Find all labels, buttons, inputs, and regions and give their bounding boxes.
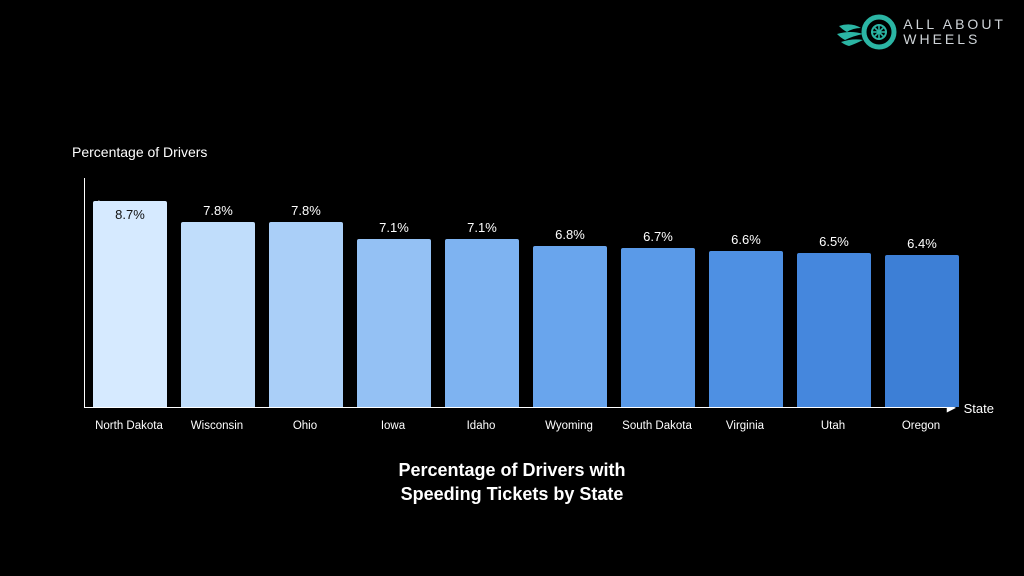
bar-chart: Percentage of Drivers ▲ ▶ 8.7%7.8%7.8%7.… bbox=[72, 148, 972, 408]
x-tick-label: Wisconsin bbox=[180, 420, 254, 432]
brand-logo: ALL ABOUT WHEELS bbox=[837, 12, 1006, 52]
bar-6: 6.7% bbox=[621, 248, 695, 407]
brand-text-line2: WHEELS bbox=[903, 32, 1006, 47]
x-tick-label: Virginia bbox=[708, 420, 782, 432]
bar-value-label: 8.7% bbox=[115, 207, 145, 222]
bar-1: 7.8% bbox=[181, 222, 255, 407]
x-tick-label: Oregon bbox=[884, 420, 958, 432]
bars-container: ▲ ▶ 8.7%7.8%7.8%7.1%7.1%6.8%6.7%6.6%6.5%… bbox=[84, 178, 954, 408]
bar-5: 6.8% bbox=[533, 246, 607, 407]
bar-rect bbox=[885, 255, 959, 407]
bar-value-label: 6.6% bbox=[731, 232, 761, 249]
bar-9: 6.4% bbox=[885, 255, 959, 407]
chart-title: Percentage of Drivers with Speeding Tick… bbox=[0, 458, 1024, 507]
y-axis-label: Percentage of Drivers bbox=[72, 144, 207, 160]
bar-rect bbox=[181, 222, 255, 407]
bar-value-label: 6.7% bbox=[643, 229, 673, 246]
brand-text-line1: ALL ABOUT bbox=[903, 17, 1006, 32]
bar-0: 8.7% bbox=[93, 201, 167, 407]
bar-value-label: 6.8% bbox=[555, 227, 585, 244]
brand-text: ALL ABOUT WHEELS bbox=[903, 17, 1006, 48]
bar-8: 6.5% bbox=[797, 253, 871, 407]
bar-rect bbox=[709, 251, 783, 407]
bar-value-label: 7.1% bbox=[467, 220, 497, 237]
bar-3: 7.1% bbox=[357, 239, 431, 407]
x-axis-label: State bbox=[964, 401, 994, 416]
bar-value-label: 6.4% bbox=[907, 236, 937, 253]
x-tick-label: Iowa bbox=[356, 420, 430, 432]
bar-rect bbox=[357, 239, 431, 407]
x-tick-label: South Dakota bbox=[620, 420, 694, 432]
chart-title-line1: Percentage of Drivers with bbox=[0, 458, 1024, 482]
bar-rect bbox=[621, 248, 695, 407]
bar-4: 7.1% bbox=[445, 239, 519, 407]
bar-value-label: 7.1% bbox=[379, 220, 409, 237]
bar-rect bbox=[269, 222, 343, 407]
x-tick-label: Idaho bbox=[444, 420, 518, 432]
bar-rect bbox=[533, 246, 607, 407]
x-tick-label: Wyoming bbox=[532, 420, 606, 432]
bar-rect bbox=[93, 201, 167, 407]
bar-rect bbox=[445, 239, 519, 407]
wheel-flame-icon bbox=[837, 12, 897, 52]
bar-7: 6.6% bbox=[709, 251, 783, 407]
x-tick-label: Ohio bbox=[268, 420, 342, 432]
bar-value-label: 7.8% bbox=[203, 203, 233, 220]
chart-title-line2: Speeding Tickets by State bbox=[0, 482, 1024, 506]
bar-2: 7.8% bbox=[269, 222, 343, 407]
x-tick-label: North Dakota bbox=[92, 420, 166, 432]
bar-value-label: 7.8% bbox=[291, 203, 321, 220]
bar-value-label: 6.5% bbox=[819, 234, 849, 251]
x-tick-label: Utah bbox=[796, 420, 870, 432]
x-axis-labels: North Dakota Wisconsin Ohio Iowa Idaho Wyomin… bbox=[92, 420, 962, 432]
bar-rect bbox=[797, 253, 871, 407]
